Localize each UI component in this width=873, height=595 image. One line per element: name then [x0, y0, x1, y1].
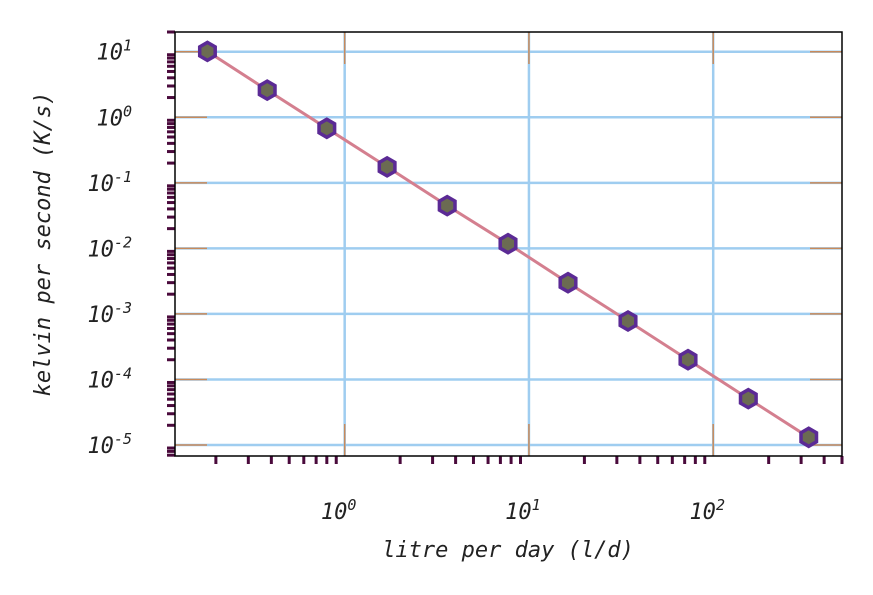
- data-point: [317, 117, 337, 140]
- y-tick-label: 10-5: [87, 430, 132, 459]
- plot-frame: [174, 31, 843, 457]
- y-tick-label: 10-4: [87, 364, 132, 393]
- series-group: [197, 40, 819, 449]
- y-tick-label: 100: [96, 102, 132, 131]
- x-tick-label: 102: [689, 496, 725, 525]
- y-tick-label-base: 10: [96, 106, 123, 131]
- x-tick-label: 100: [321, 496, 357, 525]
- grid: [175, 32, 842, 456]
- y-tick-label-base: 10: [96, 41, 123, 66]
- y-tick-label-exponent: 0: [123, 102, 132, 120]
- data-point: [618, 309, 638, 333]
- y-tick-label: 10-2: [87, 233, 132, 262]
- y-tick-label-base: 10: [87, 172, 114, 197]
- x-tick-label-base: 10: [505, 500, 532, 525]
- y-tick-label-base: 10: [87, 434, 114, 459]
- x-tick-label-exponent: 1: [532, 496, 541, 514]
- y-tick-label: 10-3: [87, 299, 132, 328]
- y-tick-label: 101: [96, 37, 132, 66]
- data-point: [257, 79, 277, 102]
- y-tick-label: 10-1: [87, 168, 132, 197]
- x-tick-labels: 100 101 102: [321, 496, 725, 525]
- y-tick-label-base: 10: [87, 303, 114, 328]
- y-tick-label-exponent: -1: [114, 168, 132, 186]
- y-tick-label-exponent: -3: [114, 299, 132, 317]
- x-tick-label: 101: [505, 496, 541, 525]
- data-point: [799, 426, 819, 449]
- y-tick-label-base: 10: [87, 368, 114, 393]
- y-tick-label-exponent: -5: [114, 430, 132, 448]
- y-tick-label-exponent: -2: [114, 233, 132, 251]
- x-tick-label-exponent: 2: [716, 496, 725, 514]
- x-tick-label-base: 10: [321, 500, 348, 525]
- data-point: [437, 194, 457, 217]
- opposite-ticks: [175, 32, 842, 456]
- x-tick-label-exponent: 0: [347, 496, 356, 514]
- data-point: [377, 155, 397, 178]
- data-point: [498, 232, 518, 255]
- y-axis-label: kelvin per second (K/s): [31, 92, 56, 397]
- y-tick-label-exponent: 1: [123, 37, 132, 55]
- y-tick-label-exponent: -4: [114, 364, 132, 382]
- data-point: [738, 387, 758, 410]
- x-tick-label-base: 10: [689, 500, 716, 525]
- y-tick-label-base: 10: [87, 237, 114, 262]
- data-point: [197, 40, 217, 63]
- data-point: [678, 348, 698, 371]
- x-axis-label: litre per day (l/d): [382, 538, 634, 563]
- data-point: [558, 271, 578, 294]
- minor-ticks: [167, 30, 844, 464]
